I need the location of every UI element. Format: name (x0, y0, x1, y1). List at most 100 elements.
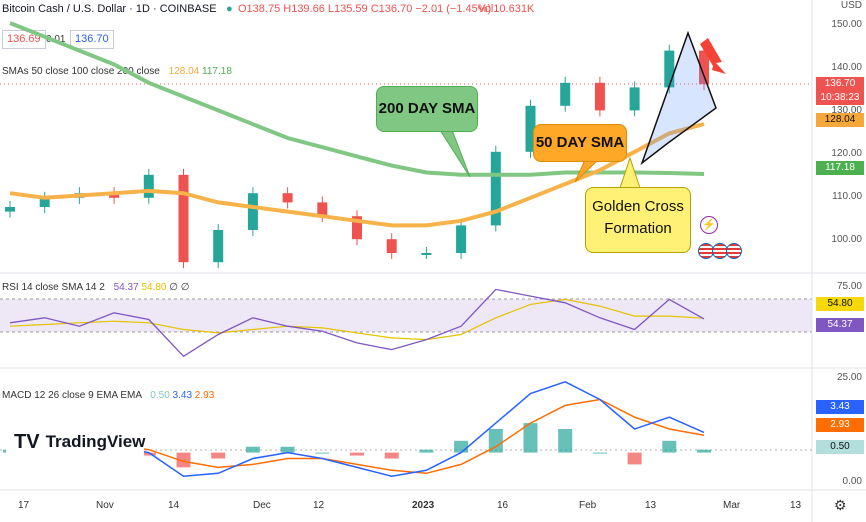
rsi-legend-extra: ∅ ∅ (169, 282, 190, 293)
candle-body (5, 207, 15, 212)
rsi-axis-label: 75.00 (836, 281, 862, 292)
symbol-title[interactable]: Bitcoin Cash / U.S. Dollar · 1D · COINBA… (2, 3, 217, 15)
macd-axis-label: 0.00 (842, 476, 862, 487)
market-status-icon: ● (226, 3, 233, 15)
macd-histogram-bar (697, 449, 711, 453)
sma200-tag: 117.18 (816, 161, 864, 175)
candle-body (282, 193, 293, 203)
candle-body (629, 87, 640, 111)
signal-legend-value: 2.93 (194, 390, 215, 401)
volume-readout: Vol10.631K (478, 3, 535, 15)
lightning-event-icon[interactable]: ⚡ (700, 216, 718, 234)
signal-tag: 2.93 (816, 418, 864, 432)
macd-histogram-bar (280, 446, 295, 453)
macd-histogram-bar (454, 440, 469, 453)
macd-tag: 3.43 (816, 400, 864, 414)
price-axis-label: 150.00 (831, 19, 862, 30)
rsi-band (0, 299, 812, 332)
candle-body (143, 174, 154, 198)
candle-body (490, 151, 501, 226)
candle-body (352, 216, 362, 240)
time-axis-label: 2023 (412, 500, 435, 511)
macd-histogram-bar (627, 452, 642, 465)
bar-countdown: 10:38:23 (820, 92, 860, 103)
time-axis-label: Feb (579, 500, 597, 511)
price-axis-label: 140.00 (831, 62, 862, 73)
macd-histogram-bar (211, 452, 226, 459)
histogram-tag: 0.50 (816, 440, 864, 454)
last-price-tag: 136.70 10:38:23 (816, 77, 864, 105)
buy-price-button[interactable]: 136.70 (70, 30, 114, 49)
candle-body (386, 239, 397, 253)
macd-legend: MACD 12 26 close 9 EMA EMA 0.50 3.43 2.9… (2, 390, 214, 401)
time-axis-label: 16 (497, 500, 509, 511)
macd-histogram-bar (350, 452, 364, 456)
rising-channel (640, 30, 717, 166)
time-axis-label: Mar (723, 500, 741, 511)
candle-body (247, 193, 258, 230)
rsi-legend: RSI 14 close SMA 14 2 54.37 54.80 ∅ ∅ (2, 282, 189, 293)
settings-gear-icon[interactable]: ⚙ (834, 497, 847, 513)
macd-legend-label: MACD 12 26 close 9 EMA EMA (2, 390, 142, 401)
down-arrow-icon (700, 38, 726, 74)
golden-cross-pointer (619, 156, 641, 189)
sma200-callout-pointer (439, 129, 471, 178)
golden-cross-callout: Golden Cross Formation (585, 187, 691, 253)
candle-body (213, 230, 224, 263)
macd-axis-label: 25.00 (836, 372, 862, 383)
rsi-line (9, 288, 705, 358)
time-axis-label: Nov (96, 500, 114, 511)
rsi-legend-value: 54.37 (113, 282, 139, 293)
rsi-tag: 54.37 (816, 318, 864, 332)
candle-body (39, 197, 50, 207)
sma200-legend-value: 117.18 (202, 66, 232, 77)
candle-body (560, 82, 571, 106)
time-axis-label: 14 (168, 500, 180, 511)
hist-legend-value: 0.50 (150, 390, 170, 401)
us-flag-icon[interactable] (726, 243, 742, 259)
spread-value: 0.01 (46, 34, 66, 45)
rsi-sma-line (9, 298, 705, 341)
ohlc-readout: O138.75 H139.66 L135.59 C136.70 −2.01 (−… (238, 3, 492, 15)
sma200-callout: 200 DAY SMA (376, 86, 478, 132)
macd-histogram-bar (176, 452, 191, 468)
price-axis-label: 130.00 (831, 105, 862, 116)
tradingview-logo: TV TradingView (6, 423, 145, 461)
candle-body (664, 50, 675, 88)
rsi-sma-tag: 54.80 (816, 297, 864, 311)
time-axis-label: 12 (313, 500, 325, 511)
candle-body (699, 50, 709, 85)
last-price-value: 136.70 (824, 78, 856, 89)
sma-legend: SMAs 50 close 100 close 200 close 128.04… (2, 66, 232, 77)
macd-histogram-bar (315, 452, 330, 454)
rsi-sma-legend-value: 54.80 (141, 282, 167, 293)
macd-histogram-bar (245, 446, 260, 453)
price-axis-label: 100.00 (831, 234, 862, 245)
sell-price-button[interactable]: 136.69 (2, 30, 46, 49)
macd-histogram-bar (523, 423, 538, 453)
tradingview-mark-icon: TV (14, 430, 40, 453)
candle-body (594, 82, 605, 111)
sma50-callout-pointer (574, 159, 600, 183)
sma50-legend-value: 128.04 (168, 66, 200, 77)
sma-legend-label: SMAs 50 close 100 close 200 close (2, 66, 160, 77)
price-axis-label: 110.00 (832, 191, 862, 202)
candle-body (178, 174, 189, 263)
time-axis-label: Dec (253, 500, 271, 511)
macd-histogram-bar (488, 429, 503, 453)
sma50-tag: 128.04 (816, 113, 864, 127)
candle-body (317, 202, 328, 217)
macd-legend-value: 3.43 (172, 390, 193, 401)
macd-histogram-bar (419, 449, 434, 453)
candle-body (456, 225, 467, 253)
time-axis-label: 13 (790, 500, 802, 511)
chart-header: Bitcoin Cash / U.S. Dollar · 1D · COINBA… (0, 0, 820, 18)
sma50-callout: 50 DAY SMA (533, 124, 627, 162)
candle-body (109, 193, 120, 198)
time-axis-label: 17 (18, 500, 30, 511)
candle-body (421, 253, 432, 255)
macd-histogram-bar (662, 440, 677, 453)
macd-histogram-bar (384, 452, 399, 459)
price-axis-label: 120.00 (831, 148, 862, 159)
rsi-legend-label: RSI 14 close SMA 14 2 (2, 282, 105, 293)
